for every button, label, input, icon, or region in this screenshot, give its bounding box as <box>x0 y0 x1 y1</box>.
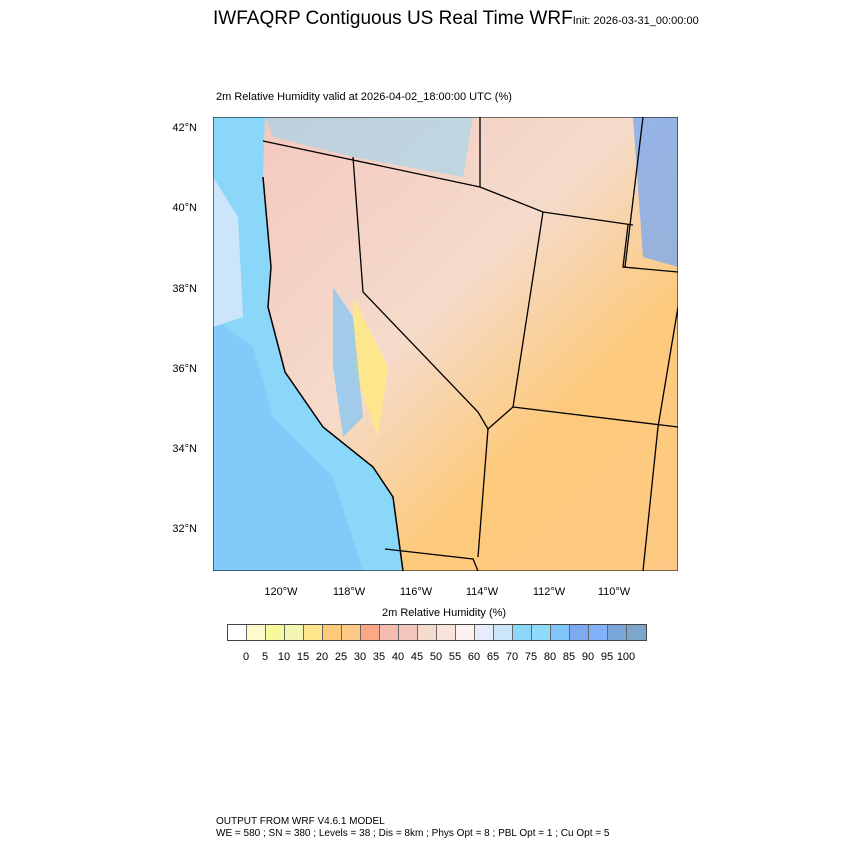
colorbar-label: 100 <box>616 651 636 663</box>
colorbar-swatch <box>418 625 437 640</box>
lon-tick: 118°W <box>332 586 366 598</box>
colorbar-label: 95 <box>600 651 614 663</box>
colorbar-label: 50 <box>429 651 443 663</box>
lon-tick: 120°W <box>264 586 298 598</box>
colorbar-swatch <box>342 625 361 640</box>
colorbar-swatch <box>456 625 475 640</box>
colorbar-swatch <box>399 625 418 640</box>
colorbar-label: 45 <box>410 651 424 663</box>
colorbar-label: 75 <box>524 651 538 663</box>
colorbar <box>227 624 647 641</box>
colorbar-label: 85 <box>562 651 576 663</box>
colorbar-label: 0 <box>242 651 250 663</box>
colorbar-label: 5 <box>261 651 269 663</box>
colorbar-swatch <box>247 625 266 640</box>
colorbar-label: 55 <box>448 651 462 663</box>
colorbar-swatch <box>513 625 532 640</box>
state-borders <box>262 117 678 571</box>
colorbar-swatch <box>228 625 247 640</box>
colorbar-label: 20 <box>315 651 329 663</box>
colorbar-swatch <box>285 625 304 640</box>
colorbar-label: 80 <box>543 651 557 663</box>
colorbar-swatch <box>608 625 627 640</box>
colorbar-swatch <box>494 625 513 640</box>
colorbar-label: 60 <box>467 651 481 663</box>
colorbar-swatch <box>589 625 608 640</box>
colorbar-label: 35 <box>372 651 386 663</box>
colorbar-label: 10 <box>277 651 291 663</box>
colorbar-swatch <box>437 625 456 640</box>
colorbar-swatch <box>323 625 342 640</box>
colorbar-swatch <box>475 625 494 640</box>
colorbar-label: 90 <box>581 651 595 663</box>
colorbar-label: 65 <box>486 651 500 663</box>
colorbar-swatch <box>551 625 570 640</box>
colorbar-label: 30 <box>353 651 367 663</box>
colorbar-swatch <box>266 625 285 640</box>
colorbar-label: 25 <box>334 651 348 663</box>
colorbar-swatch <box>380 625 399 640</box>
lon-tick: 110°W <box>597 586 631 598</box>
colorbar-label: 70 <box>505 651 519 663</box>
footer-model: OUTPUT FROM WRF V4.6.1 MODEL <box>216 816 385 827</box>
lon-tick: 112°W <box>532 586 566 598</box>
colorbar-label: 15 <box>296 651 310 663</box>
coastline <box>262 176 404 571</box>
lat-tick: 36°N <box>172 363 197 375</box>
colorbar-swatch <box>361 625 380 640</box>
colorbar-swatch <box>570 625 589 640</box>
lat-tick: 40°N <box>172 202 197 214</box>
footer-config: WE = 580 ; SN = 380 ; Levels = 38 ; Dis … <box>216 828 610 839</box>
plot-subtitle: 2m Relative Humidity valid at 2026-04-02… <box>216 91 512 103</box>
page-title: IWFAQRP Contiguous US Real Time WRFInit:… <box>213 8 699 29</box>
colorbar-swatch <box>304 625 323 640</box>
colorbar-swatch <box>627 625 646 640</box>
colorbar-title: 2m Relative Humidity (%) <box>382 607 507 619</box>
lat-tick: 34°N <box>172 443 197 455</box>
colorbar-label: 40 <box>391 651 405 663</box>
lat-tick: 42°N <box>172 122 197 134</box>
init-time: Init: 2026-03-31_00:00:00 <box>572 15 699 27</box>
lon-tick: 116°W <box>399 586 433 598</box>
colorbar-swatch <box>532 625 551 640</box>
humidity-map <box>213 117 678 571</box>
lon-tick: 114°W <box>465 586 499 598</box>
lat-tick: 38°N <box>172 283 197 295</box>
lat-tick: 32°N <box>172 523 197 535</box>
